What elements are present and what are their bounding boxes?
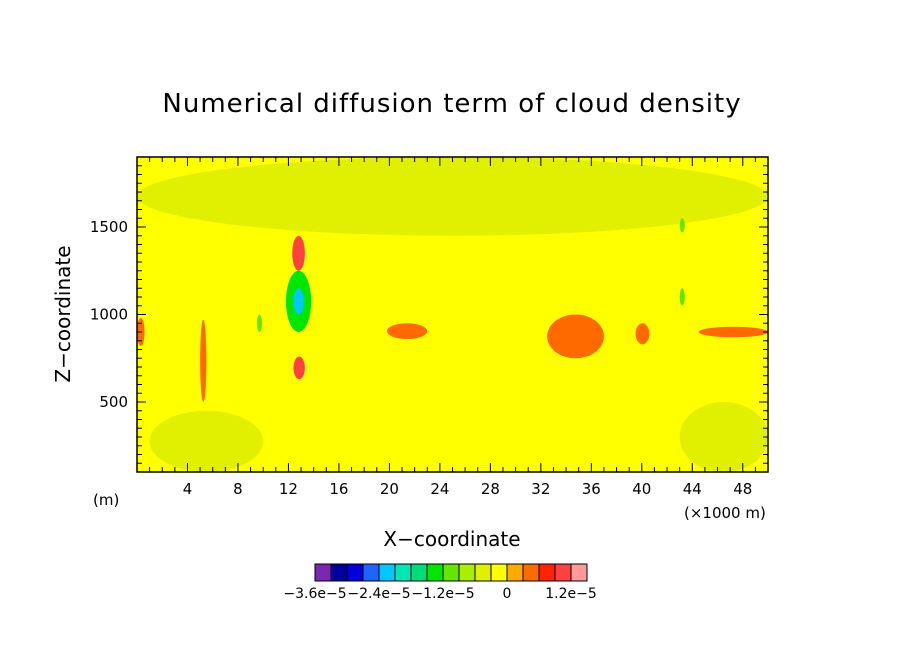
colorbar-swatch bbox=[362, 563, 380, 582]
colorbar-label: −1.2e−5 bbox=[411, 586, 474, 602]
field-region-6 bbox=[293, 356, 305, 380]
colorbar: −3.6e−5 −2.4e−5 −1.2e−5 0 1.2e−5 bbox=[283, 563, 597, 602]
field-region-9 bbox=[547, 314, 604, 359]
field-region-12 bbox=[200, 319, 207, 402]
y-axis-label: Z−coordinate bbox=[51, 245, 75, 382]
colorbar-swatch bbox=[442, 563, 460, 582]
colorbar-swatch bbox=[458, 563, 476, 582]
colorbar-swatch bbox=[506, 563, 524, 582]
colorbar-swatch bbox=[330, 563, 348, 582]
x-tick-label: 4 bbox=[183, 480, 193, 498]
field-region-8 bbox=[698, 326, 768, 338]
x-tick-label: 16 bbox=[329, 480, 348, 498]
x-tick-label: 28 bbox=[481, 480, 500, 498]
colorbar-swatch bbox=[378, 563, 396, 582]
x-tick-label: 24 bbox=[430, 480, 449, 498]
y-axis: 500 1000 1500 bbox=[90, 165, 768, 464]
colorbar-swatch bbox=[394, 563, 412, 582]
colorbar-swatch bbox=[490, 563, 508, 582]
colorbar-swatch bbox=[346, 563, 364, 582]
colorbar-swatch bbox=[570, 563, 588, 582]
colorbar-label: 1.2e−5 bbox=[545, 586, 597, 602]
field-region-14 bbox=[679, 288, 685, 306]
colorbar-swatch bbox=[522, 563, 540, 582]
field-region-7 bbox=[386, 323, 428, 339]
colorbar-label: −3.6e−5 bbox=[283, 586, 346, 602]
x-axis: 4 8 12 16 20 24 28 32 36 40 44 48 bbox=[149, 157, 756, 498]
colorbar-swatch bbox=[410, 563, 428, 582]
y-tick-label: 500 bbox=[99, 393, 128, 411]
field-region-13 bbox=[256, 314, 262, 332]
heatmap-field bbox=[137, 157, 768, 472]
x-unit-right: (×1000 m) bbox=[684, 504, 766, 522]
y-tick-label: 1500 bbox=[90, 218, 128, 236]
field-region-2 bbox=[679, 402, 768, 472]
x-unit-left: (m) bbox=[93, 491, 119, 509]
field-region-10 bbox=[635, 323, 650, 345]
colorbar-swatch bbox=[474, 563, 492, 582]
colorbar-swatch bbox=[314, 563, 332, 582]
x-axis-label: X−coordinate bbox=[383, 527, 520, 551]
colorbar-swatch bbox=[426, 563, 444, 582]
field-region-15 bbox=[679, 218, 685, 233]
field-region-1 bbox=[149, 410, 264, 472]
field-region-0 bbox=[137, 157, 768, 236]
colorbar-label: 0 bbox=[503, 586, 512, 602]
x-tick-label: 48 bbox=[733, 480, 752, 498]
field-region-4 bbox=[293, 288, 304, 315]
x-tick-label: 20 bbox=[380, 480, 399, 498]
x-tick-label: 44 bbox=[683, 480, 702, 498]
x-tick-label: 12 bbox=[279, 480, 298, 498]
colorbar-swatch bbox=[554, 563, 572, 582]
field-region-5 bbox=[292, 235, 305, 271]
x-tick-label: 36 bbox=[582, 480, 601, 498]
chart-title: Numerical diffusion term of cloud densit… bbox=[162, 89, 741, 119]
x-tick-label: 32 bbox=[531, 480, 550, 498]
x-tick-label: 8 bbox=[233, 480, 243, 498]
x-tick-label: 40 bbox=[632, 480, 651, 498]
colorbar-swatch bbox=[538, 563, 556, 582]
colorbar-label: −2.4e−5 bbox=[347, 586, 410, 602]
y-tick-label: 1000 bbox=[90, 306, 128, 324]
